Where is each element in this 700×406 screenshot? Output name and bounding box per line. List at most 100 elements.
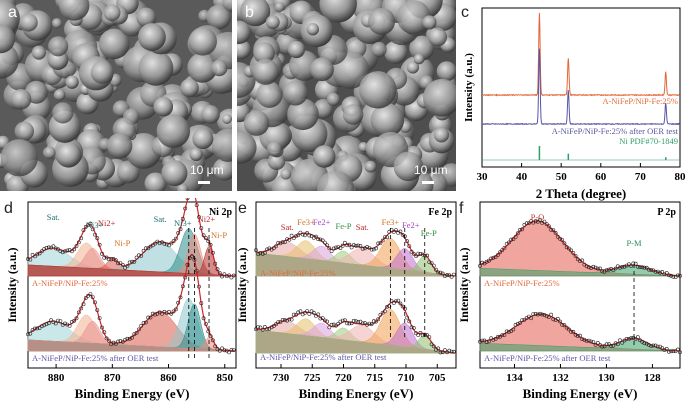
raw-data-point <box>666 349 671 354</box>
raw-data-point <box>425 333 430 338</box>
raw-data-point <box>316 237 321 242</box>
raw-data-point <box>642 341 647 346</box>
plot-frame <box>255 201 457 369</box>
raw-data-point <box>451 272 456 277</box>
x-tick-label: 130 <box>598 372 615 384</box>
raw-data-point <box>542 219 547 224</box>
raw-data-point <box>578 259 582 264</box>
sem-particle <box>65 75 79 89</box>
raw-data-point <box>323 318 327 323</box>
raw-data-point <box>289 233 294 238</box>
raw-data-point <box>593 265 598 270</box>
raw-data-point <box>586 338 591 343</box>
raw-data-point <box>190 254 195 259</box>
raw-data-point <box>387 229 392 234</box>
raw-data-point <box>416 333 421 337</box>
y-axis-label: Intensity (a.u.) <box>458 247 471 322</box>
raw-data-point <box>210 338 215 343</box>
raw-data-point <box>136 253 141 258</box>
sem-particle <box>326 92 340 107</box>
raw-data-point <box>658 344 662 349</box>
raw-data-point <box>258 251 263 255</box>
sem-particle <box>206 4 232 30</box>
raw-data-point <box>294 312 298 317</box>
raw-data-point <box>489 256 493 261</box>
raw-data-point <box>591 340 596 345</box>
x-tick-label: 715 <box>367 372 384 384</box>
raw-data-point <box>549 312 554 317</box>
raw-data-point <box>274 244 278 249</box>
raw-data-point <box>146 315 151 320</box>
fit-envelope <box>256 230 457 277</box>
series-label: A-NiFeP/NiP-Fe:25% after OER test <box>552 126 679 136</box>
sem-particle <box>237 20 251 45</box>
raw-data-point <box>382 235 387 240</box>
raw-data-point <box>633 261 638 266</box>
sem-particle <box>106 133 133 159</box>
raw-data-point <box>97 316 102 321</box>
raw-data-point <box>480 260 485 265</box>
sem-particle <box>48 36 69 57</box>
raw-data-point <box>360 321 365 326</box>
peak-annotation: Sat. <box>281 222 294 232</box>
sem-particle <box>319 0 357 23</box>
raw-data-point <box>276 241 281 245</box>
sem-particle <box>138 50 174 86</box>
raw-data-point <box>498 250 502 255</box>
raw-data-point <box>298 230 303 235</box>
raw-data-point <box>160 311 164 316</box>
raw-data-point <box>305 231 310 235</box>
raw-data-point <box>653 269 658 274</box>
raw-data-point <box>520 227 525 232</box>
raw-data-point <box>440 350 445 355</box>
panel-letter-c: c <box>461 4 469 21</box>
raw-data-point <box>678 350 682 355</box>
raw-data-point <box>538 217 542 222</box>
raw-data-point <box>256 325 261 330</box>
raw-data-point <box>371 247 376 252</box>
raw-data-point <box>646 267 651 272</box>
sem-particle <box>52 102 74 124</box>
raw-data-point <box>298 309 303 314</box>
raw-data-point <box>365 322 370 327</box>
raw-data-point <box>418 330 423 335</box>
raw-data-point <box>629 264 634 268</box>
raw-data-point <box>291 236 296 240</box>
raw-data-point <box>141 321 146 325</box>
sem-particle <box>280 168 292 180</box>
raw-data-point <box>331 246 336 251</box>
x-tick-label: 725 <box>304 372 321 384</box>
raw-data-point <box>222 272 227 277</box>
scale-label-b: 10 μm <box>414 163 448 177</box>
raw-data-point <box>478 264 482 268</box>
x-tick-label: 850 <box>217 372 234 384</box>
x-tick-label: 720 <box>335 372 352 384</box>
raw-data-point <box>438 350 443 355</box>
raw-data-point <box>280 240 285 245</box>
raw-data-point <box>369 322 374 327</box>
sem-particle <box>222 0 232 12</box>
raw-data-point <box>178 295 183 300</box>
raw-data-point <box>171 309 176 314</box>
raw-data-point <box>70 320 74 324</box>
raw-data-point <box>40 324 44 329</box>
raw-data-point <box>351 243 356 247</box>
raw-data-point <box>609 343 614 348</box>
raw-data-point <box>46 321 51 326</box>
raw-data-point <box>111 340 116 345</box>
raw-data-point <box>382 309 387 314</box>
raw-data-point <box>653 343 658 348</box>
sem-particle <box>55 141 82 168</box>
raw-data-point <box>51 244 56 249</box>
raw-data-point <box>194 268 199 273</box>
raw-data-point <box>338 319 343 324</box>
raw-data-point <box>93 232 97 237</box>
raw-data-point <box>95 236 100 241</box>
raw-data-point <box>394 228 398 232</box>
raw-data-point <box>551 228 556 232</box>
peak-annotation: Sat. <box>154 214 167 224</box>
x-tick-label: 70 <box>635 171 647 183</box>
raw-data-point <box>169 241 174 246</box>
raw-data-point <box>296 233 301 238</box>
raw-data-point <box>334 245 338 250</box>
